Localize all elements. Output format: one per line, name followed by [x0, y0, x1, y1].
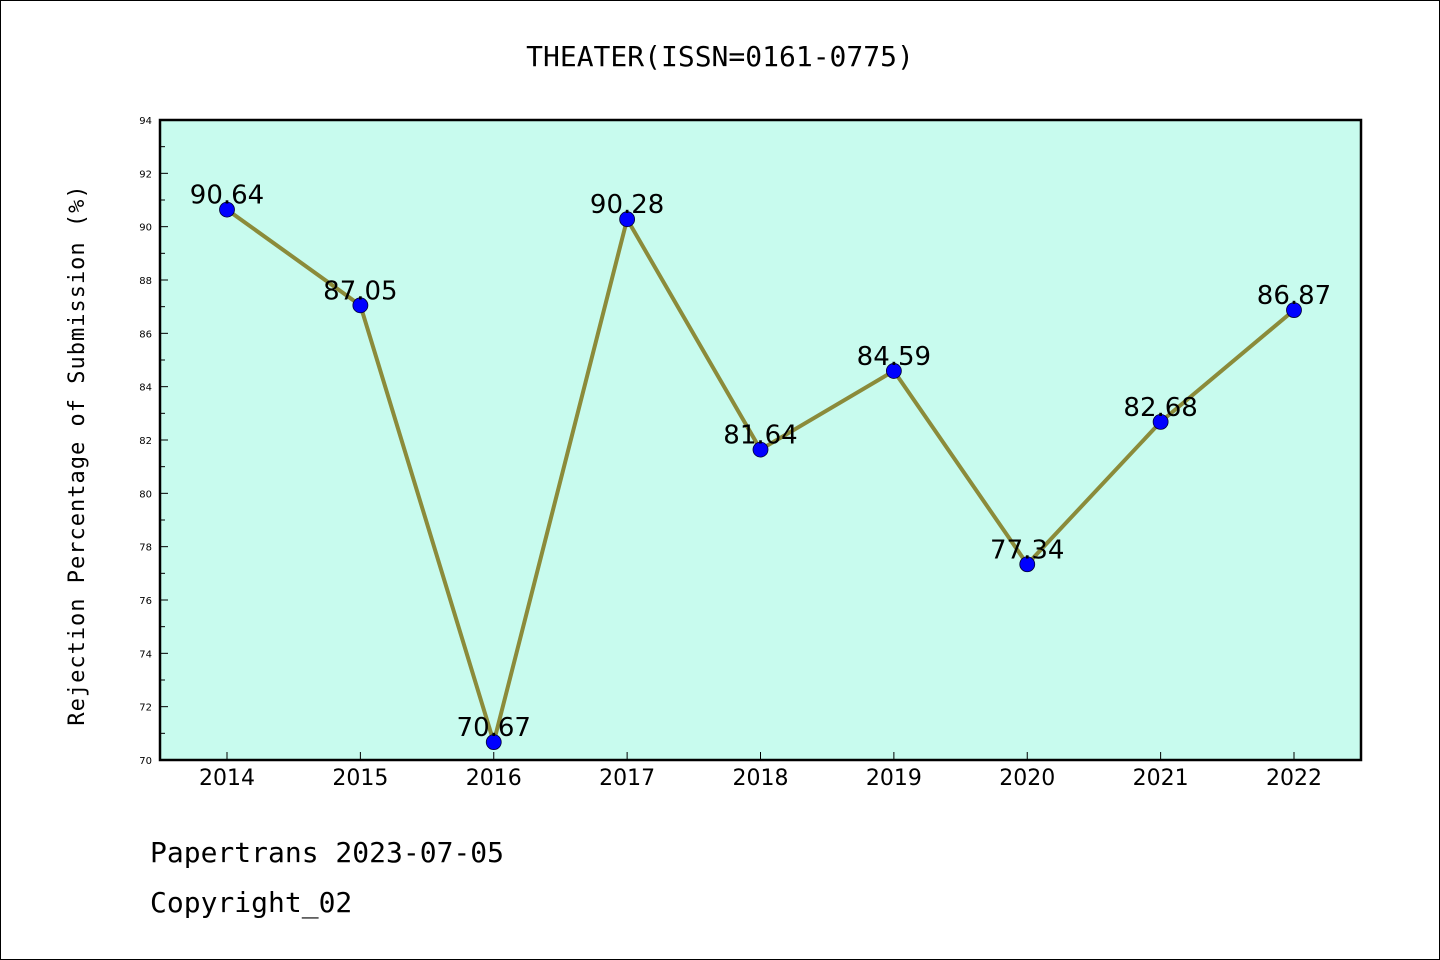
- y-tick-label: 94: [139, 116, 152, 127]
- x-tick-label: 2015: [332, 766, 388, 791]
- y-tick-label: 80: [139, 489, 152, 500]
- y-axis-label: Rejection Percentage of Submission (%): [65, 184, 90, 725]
- x-tick-label: 2014: [199, 766, 255, 791]
- data-point: [485, 734, 502, 751]
- data-point: [1152, 413, 1169, 430]
- y-tick-label: 76: [139, 596, 152, 607]
- footer-date: Papertrans 2023-07-05: [150, 836, 505, 869]
- y-tick-label: 72: [139, 703, 152, 714]
- y-tick-label: 84: [139, 383, 152, 394]
- data-point: [1019, 556, 1036, 573]
- y-tick-label: 86: [139, 329, 152, 340]
- y-tick-label: 90: [139, 223, 152, 234]
- x-tick-label: 2016: [466, 766, 522, 791]
- data-label: 82.68: [1123, 393, 1197, 423]
- x-tick-label: 2019: [866, 766, 922, 791]
- x-tick-label: 2020: [999, 766, 1055, 791]
- data-label: 84.59: [857, 342, 931, 372]
- data-label: 70.67: [457, 713, 531, 743]
- y-tick-label: 74: [139, 649, 152, 660]
- plot-area: [158, 118, 1363, 762]
- y-axis: 70 72 74 76 78 80 82 84 86 88 90 92 94: [139, 116, 168, 767]
- data-label: 87.05: [323, 276, 397, 306]
- y-tick-label: 78: [139, 543, 152, 554]
- y-tick-label: 88: [139, 276, 152, 287]
- data-label: 90.28: [590, 190, 664, 220]
- x-axis: 2014 2015 2016 2017 2018 2019 2020 2021 2022: [199, 752, 1322, 791]
- x-tick-label: 2017: [599, 766, 655, 791]
- data-point: [752, 441, 769, 458]
- series-line-group: 90.64 87.05 70.67 90.28 81.64 84.59 77.34 82.68…: [190, 181, 1331, 751]
- data-label: 81.64: [723, 421, 797, 451]
- data-label: 77.34: [990, 535, 1064, 565]
- x-tick-label: 2021: [1133, 766, 1189, 791]
- data-point: [885, 363, 902, 379]
- x-tick-label: 2022: [1266, 766, 1322, 791]
- data-point: [619, 211, 636, 228]
- data-label: 86.87: [1257, 281, 1331, 311]
- y-tick-label: 82: [139, 436, 152, 447]
- data-point: [352, 297, 369, 314]
- y-tick-label: 92: [139, 169, 152, 180]
- chart-title: THEATER(ISSN=0161-0775): [526, 40, 914, 73]
- y-tick-label: 70: [139, 756, 152, 767]
- data-label: 90.64: [190, 181, 264, 211]
- x-tick-label: 2018: [733, 766, 789, 791]
- footer-copyright: Copyright_02: [150, 886, 353, 919]
- data-point: [1286, 302, 1302, 319]
- data-point: [219, 201, 235, 218]
